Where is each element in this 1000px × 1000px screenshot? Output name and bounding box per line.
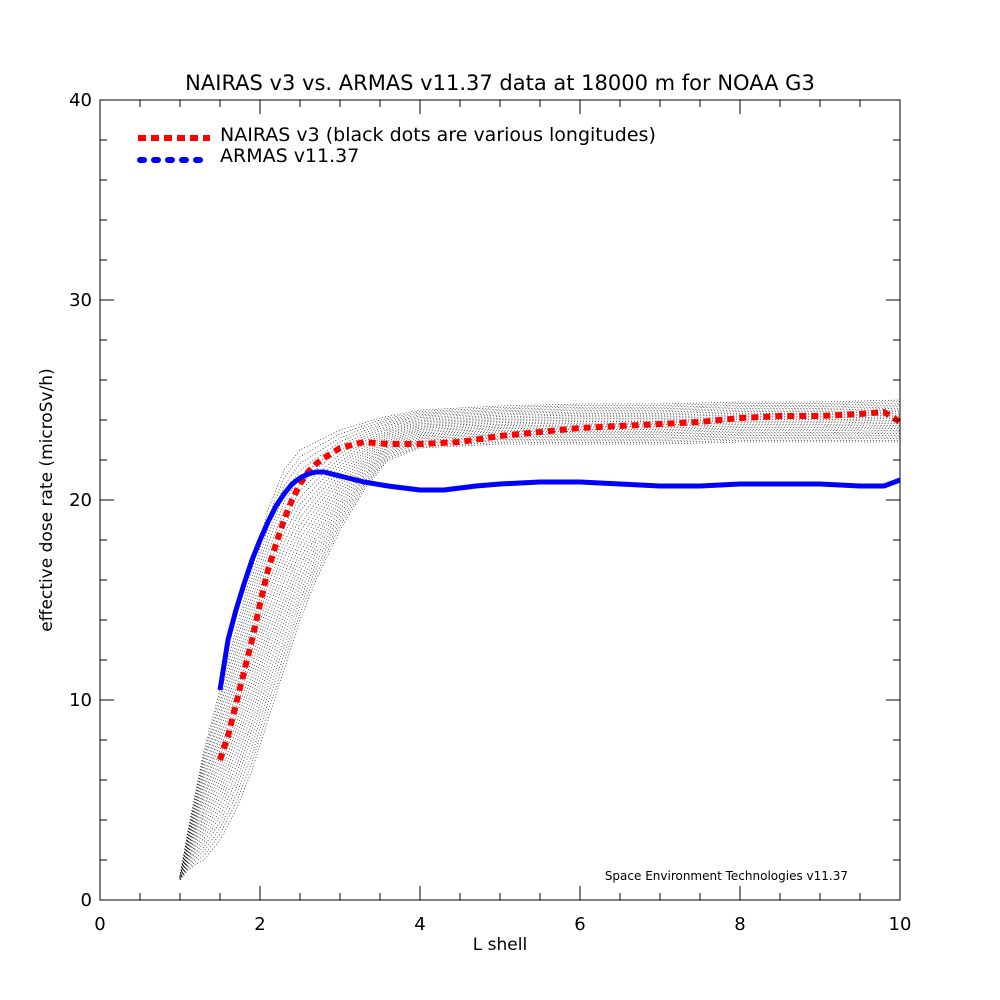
legend-label-armas: ARMAS v11.37 bbox=[220, 145, 359, 167]
longitude-curve bbox=[179, 423, 900, 879]
longitude-curve bbox=[179, 426, 900, 879]
series-line-armas bbox=[217, 469, 901, 691]
longitude-curve bbox=[179, 411, 900, 878]
longitude-curve bbox=[179, 399, 900, 877]
longitude-curve bbox=[179, 439, 900, 880]
longitude-curve bbox=[179, 424, 900, 879]
series-layer bbox=[217, 409, 902, 761]
x-tick-label: 4 bbox=[414, 914, 425, 935]
y-tick-label: 0 bbox=[81, 890, 92, 911]
longitude-curve bbox=[179, 436, 900, 880]
tick-layer: 0 2 4 6 8 10 0 10 20 30 40 bbox=[69, 90, 911, 935]
x-tick-label: 8 bbox=[734, 914, 745, 935]
credit-text: Space Environment Technologies v11.37 bbox=[605, 869, 848, 883]
y-tick-label: 30 bbox=[69, 290, 92, 311]
longitude-curve bbox=[179, 433, 900, 880]
longitude-curve bbox=[179, 406, 901, 877]
legend-label-nairas: NAIRAS v3 (black dots are various longit… bbox=[220, 124, 656, 146]
longitude-scatter-layer bbox=[179, 399, 901, 881]
y-tick-label: 40 bbox=[69, 90, 92, 111]
legend: NAIRAS v3 (black dots are various longit… bbox=[137, 124, 656, 167]
longitude-curve bbox=[179, 429, 901, 880]
longitude-curve bbox=[179, 438, 900, 880]
x-tick-label: 2 bbox=[254, 914, 265, 935]
y-tick-label: 10 bbox=[69, 690, 92, 711]
longitude-curve bbox=[179, 441, 900, 881]
longitude-curve bbox=[179, 421, 901, 879]
y-tick-label: 20 bbox=[69, 490, 92, 511]
plot-frame bbox=[99, 99, 901, 901]
longitude-curve bbox=[179, 401, 900, 877]
longitude-curve bbox=[179, 434, 900, 880]
longitude-curve bbox=[179, 409, 900, 878]
longitude-curve bbox=[179, 404, 901, 877]
chart-title: NAIRAS v3 vs. ARMAS v11.37 data at 18000… bbox=[185, 71, 815, 95]
x-axis-label: L shell bbox=[473, 935, 527, 955]
x-tick-label: 0 bbox=[94, 914, 105, 935]
x-tick-label: 6 bbox=[574, 914, 585, 935]
longitude-curve bbox=[179, 403, 900, 877]
series-line-nairas bbox=[217, 409, 902, 761]
y-axis-label: effective dose rate (microSv/h) bbox=[37, 368, 57, 631]
x-tick-label: 10 bbox=[889, 914, 912, 935]
longitude-curve bbox=[179, 419, 900, 878]
longitude-curve bbox=[179, 431, 900, 880]
longitude-curve bbox=[179, 408, 900, 877]
